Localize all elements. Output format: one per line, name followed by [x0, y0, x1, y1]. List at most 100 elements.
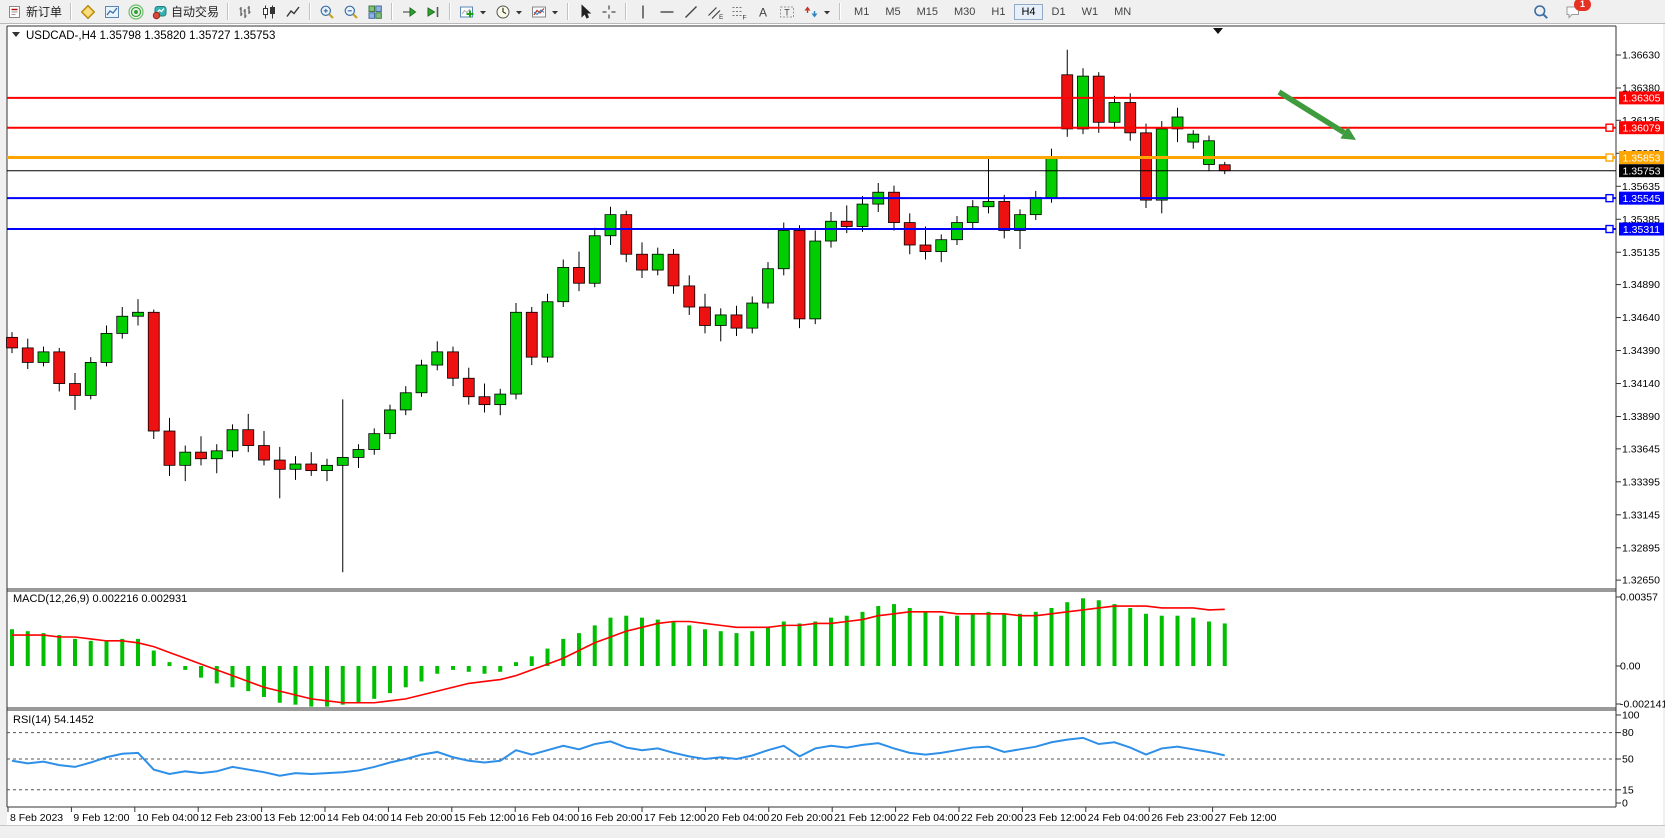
svg-text:1.35753: 1.35753 [1623, 166, 1661, 178]
svg-text:16 Feb 04:00: 16 Feb 04:00 [517, 812, 579, 824]
timeframe-m1[interactable]: M1 [854, 5, 870, 18]
trendline-button[interactable] [679, 1, 703, 23]
svg-text:1.32895: 1.32895 [1622, 542, 1660, 554]
hline-1-35545[interactable] [7, 193, 1616, 203]
svg-text:1.35853: 1.35853 [1623, 152, 1661, 164]
zoom-in-button[interactable] [315, 1, 339, 23]
svg-text:9 Feb 12:00: 9 Feb 12:00 [73, 812, 129, 824]
market-watch-button[interactable] [76, 1, 100, 23]
fibonacci-button[interactable]: F [727, 1, 751, 23]
svg-text:1.34890: 1.34890 [1622, 279, 1660, 291]
timeframe-m30[interactable]: M30 [954, 5, 976, 18]
templates-icon [532, 6, 547, 17]
candlestick-button[interactable] [257, 1, 281, 23]
svg-text:1.33395: 1.33395 [1622, 476, 1660, 488]
hline-1-35853[interactable] [7, 153, 1616, 162]
autotrade-label: 自动交易 [171, 5, 220, 19]
chart-shift-button[interactable] [421, 1, 445, 23]
crosshair-button[interactable] [597, 1, 621, 23]
timeframe-m15[interactable]: M15 [916, 5, 938, 18]
svg-text:15: 15 [1622, 784, 1634, 796]
timeframe-h4[interactable]: H4 [1014, 3, 1043, 20]
svg-text:80: 80 [1622, 727, 1634, 739]
zoom-out-button[interactable] [339, 1, 363, 23]
svg-text:T: T [784, 7, 790, 17]
line-chart-button[interactable] [281, 1, 305, 23]
timeframe-group: M1 M5 M15 M30 H1 H4 D1 W1 MN [847, 3, 1138, 20]
timeframe-w1[interactable]: W1 [1081, 5, 1099, 18]
periods-button[interactable] [491, 1, 527, 23]
rsi-panel-divider[interactable] [7, 707, 1616, 711]
toolbar-right-group: 1 [1529, 0, 1591, 23]
vertical-line-button[interactable] [631, 1, 655, 23]
toolbar-separator [625, 3, 628, 20]
macd-panel-divider[interactable] [7, 588, 1616, 592]
svg-text:1.33645: 1.33645 [1622, 443, 1660, 455]
svg-text:F: F [743, 14, 747, 20]
macd-indicator: 0.00357 0.00 -0.002141 MACD(12,26,9) 0.0022… [10, 591, 1665, 711]
autotrade-icon [152, 5, 167, 19]
svg-text:13 Feb 12:00: 13 Feb 12:00 [264, 812, 326, 824]
price-badge-1-36079: 1.36079 [1619, 121, 1664, 135]
timeframe-mn[interactable]: MN [1114, 5, 1132, 18]
trend-arrow-annotation[interactable] [1277, 89, 1356, 140]
text-icon: A [759, 5, 767, 19]
tile-windows-button[interactable] [363, 1, 387, 23]
svg-text:10 Feb 04:00: 10 Feb 04:00 [137, 812, 199, 824]
symbol-dropdown-icon[interactable] [12, 32, 20, 37]
timeframe-h1[interactable]: H1 [991, 5, 1006, 18]
svg-text:14 Feb 04:00: 14 Feb 04:00 [327, 812, 389, 824]
svg-text:16 Feb 20:00: 16 Feb 20:00 [581, 812, 643, 824]
candles [6, 49, 1231, 573]
svg-text:1.33890: 1.33890 [1622, 411, 1660, 423]
svg-text:1.36305: 1.36305 [1623, 93, 1661, 105]
svg-text:24 Feb 04:00: 24 Feb 04:00 [1088, 812, 1150, 824]
trendline-icon [685, 5, 698, 18]
search-button[interactable] [1529, 1, 1553, 23]
price-chart: 1.366301.363801.361351.358851.356351.353… [0, 24, 1665, 827]
time-axis[interactable]: 8 Feb 2023 9 Feb 12:00 10 Feb 04:00 12 Feb … [7, 807, 1277, 824]
rsi-line [11, 736, 1225, 777]
toolbar-separator [839, 3, 842, 20]
toolbar-separator [227, 3, 230, 20]
svg-text:USDCAD-,H4 1.35798 1.35820 1.: USDCAD-,H4 1.35798 1.35820 1.35727 1.357… [26, 30, 275, 42]
chart-window-button[interactable] [100, 1, 124, 23]
cursor-button[interactable] [573, 1, 597, 23]
svg-text:50: 50 [1622, 754, 1634, 766]
svg-text:1.36079: 1.36079 [1623, 123, 1661, 135]
auto-scroll-icon [403, 6, 417, 17]
status-bar [0, 825, 1665, 838]
dropdown-caret [552, 10, 559, 14]
arrows-button[interactable] [799, 1, 835, 23]
notifications-button[interactable]: 1 [1561, 0, 1591, 23]
indicators-icon [460, 6, 474, 17]
zoom-in-icon [320, 5, 334, 19]
equidistant-channel-button[interactable]: E [703, 1, 727, 23]
notification-badge: 1 [1574, 0, 1591, 11]
dropdown-caret [480, 10, 487, 14]
chart-shift-marker[interactable] [1213, 28, 1223, 34]
auto-scroll-button[interactable] [397, 1, 421, 23]
svg-text:14 Feb 20:00: 14 Feb 20:00 [390, 812, 452, 824]
new-order-button[interactable]: 新订单 [3, 1, 66, 23]
signals-button[interactable] [124, 1, 148, 23]
templates-button[interactable] [527, 1, 563, 23]
timeframe-m5[interactable]: M5 [885, 5, 901, 18]
autotrade-button[interactable]: 自动交易 [148, 1, 223, 23]
timeframe-d1[interactable]: D1 [1051, 5, 1066, 18]
chart-window-icon [105, 5, 120, 18]
text-label-button[interactable]: T [775, 1, 799, 23]
signals-icon [128, 3, 144, 20]
horizontal-line-button[interactable] [655, 1, 679, 23]
crosshair-icon [602, 5, 616, 18]
hline-1-35311[interactable] [7, 224, 1616, 234]
rsi-label: RSI(14) 54.1452 [13, 714, 94, 726]
svg-text:E: E [719, 14, 723, 20]
line-chart-icon [286, 6, 300, 17]
price-badge-1-36305: 1.36305 [1619, 91, 1664, 105]
text-button[interactable]: A [751, 1, 775, 23]
indicators-button[interactable] [455, 1, 491, 23]
bar-chart-button[interactable] [233, 1, 257, 23]
horizontal-line-icon [660, 10, 674, 13]
arrows-icon [804, 6, 818, 17]
